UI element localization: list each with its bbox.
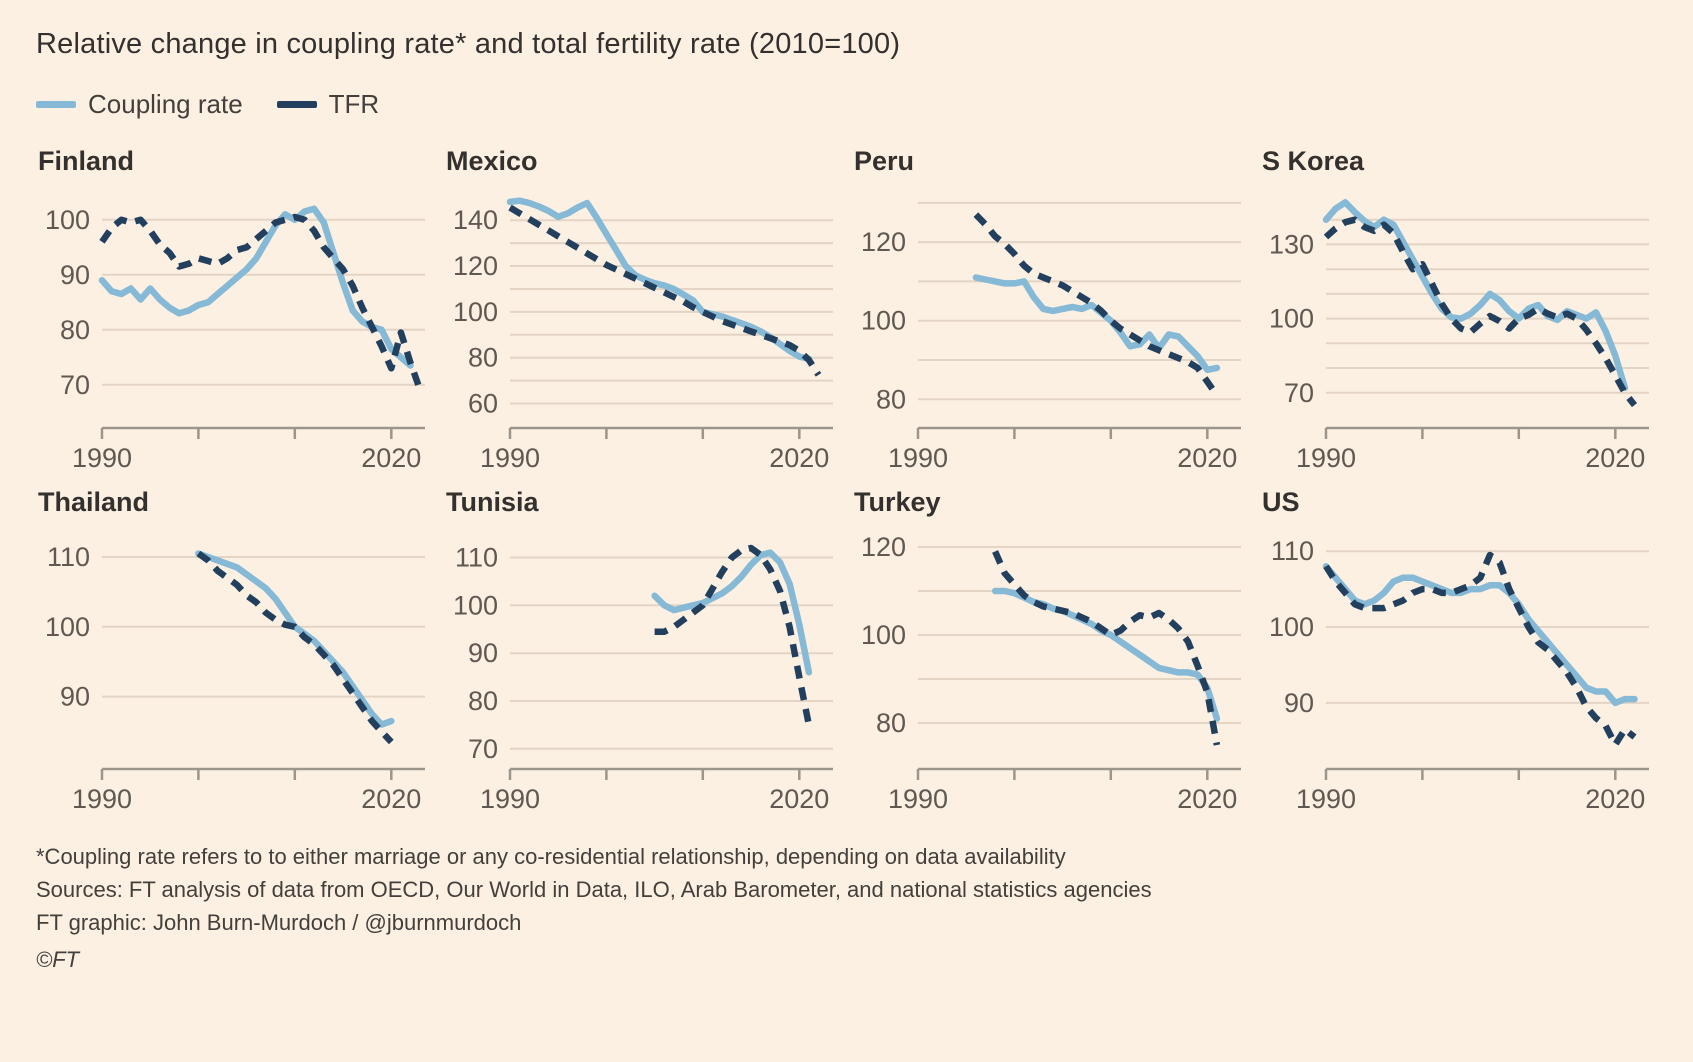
subplot-s-korea: S Korea 70 100 130 1990 2020: [1260, 146, 1656, 473]
y-tick-label: 90: [60, 682, 90, 712]
y-tick-label: 120: [453, 251, 498, 281]
y-tick-label: 100: [861, 306, 906, 336]
tfr-line: [992, 550, 1221, 746]
subplot-finland: Finland 70 80 90 100 1990 2020: [36, 146, 432, 473]
y-tick-label: 120: [861, 532, 906, 562]
tfr-line: [508, 204, 822, 377]
y-tick-label: 100: [1269, 612, 1314, 642]
tfr-line: [973, 212, 1220, 398]
legend-item-coupling: Coupling rate: [36, 89, 243, 120]
subplot-title: S Korea: [1262, 146, 1365, 176]
x-tick-label: 1990: [888, 784, 948, 814]
y-tick-label: 100: [861, 620, 906, 650]
y-tick-label: 70: [60, 370, 90, 400]
x-tick-label: 2020: [1585, 784, 1645, 814]
y-tick-label: 80: [468, 343, 498, 373]
legend-tfr-label: TFR: [328, 89, 380, 119]
y-tick-label: 90: [60, 260, 90, 290]
tfr-line: [654, 544, 813, 726]
chart-canvas: 90 100 110 1990 2020: [45, 542, 425, 814]
y-tick-label: 90: [468, 638, 498, 668]
y-tick-label: 100: [453, 297, 498, 327]
subplot-title: Tunisia: [446, 487, 539, 517]
x-tick-label: 1990: [480, 784, 540, 814]
x-tick-label: 2020: [361, 784, 421, 814]
x-tick-label: 2020: [1177, 443, 1237, 473]
y-tick-label: 70: [468, 734, 498, 764]
chart-canvas: 60 80 100 120 140 1990 2020: [453, 197, 833, 473]
chart-canvas: 70 80 90 100 110 1990 2020: [453, 543, 833, 814]
x-tick-label: 1990: [1296, 443, 1356, 473]
tfr-swatch-icon: [276, 101, 317, 108]
y-tick-label: 110: [455, 543, 498, 573]
subplot-title: Mexico: [446, 146, 538, 176]
subplot-thailand: Thailand 90 100 110 1990 2020: [36, 487, 432, 814]
copyright: ©FT: [36, 947, 80, 972]
subplot-title: Thailand: [38, 487, 150, 517]
subplot-us: US 90 100 110 1990 2020: [1260, 487, 1656, 814]
sources: Sources: FT analysis of data from OECD, …: [36, 877, 1152, 902]
coupling-rate-line: [1322, 563, 1638, 707]
y-tick-label: 70: [1284, 378, 1314, 408]
subplot-title: US: [1262, 487, 1300, 517]
x-tick-label: 2020: [769, 443, 829, 473]
credit: FT graphic: John Burn-Murdoch / @jburnmu…: [36, 910, 522, 935]
coupling-rate-line: [991, 587, 1221, 722]
y-tick-label: 110: [1271, 536, 1314, 566]
x-tick-label: 1990: [1296, 784, 1356, 814]
y-tick-label: 120: [861, 227, 906, 257]
legend-coupling-label: Coupling rate: [88, 89, 243, 119]
y-tick-label: 100: [453, 590, 498, 620]
chart-canvas: 70 100 130 1990 2020: [1269, 199, 1649, 473]
y-tick-label: 100: [1269, 304, 1314, 334]
coupling-rate-line: [506, 197, 813, 363]
x-tick-label: 1990: [480, 443, 540, 473]
charts-grid: Finland 70 80 90 100 1990 2020 Mexico 60 80 100 120…: [36, 146, 1657, 814]
x-tick-label: 2020: [1585, 443, 1645, 473]
page-title: Relative change in coupling rate* and to…: [36, 28, 901, 60]
y-tick-label: 90: [1284, 688, 1314, 718]
subplot-title: Finland: [38, 146, 134, 176]
x-tick-label: 1990: [72, 784, 132, 814]
chart-canvas: 80 100 120 1990 2020: [861, 532, 1241, 814]
chart-canvas: 90 100 110 1990 2020: [1269, 536, 1649, 814]
footnote: *Coupling rate refers to to either marri…: [36, 844, 1066, 869]
y-tick-label: 100: [45, 612, 90, 642]
y-tick-label: 60: [468, 389, 498, 419]
y-tick-label: 100: [45, 205, 90, 235]
x-tick-label: 1990: [72, 443, 132, 473]
y-tick-label: 80: [468, 686, 498, 716]
y-tick-label: 130: [1269, 229, 1314, 259]
subplot-mexico: Mexico 60 80 100 120 140 1990 2020: [444, 146, 840, 473]
subplot-title: Turkey: [854, 487, 941, 517]
tfr-line: [99, 213, 424, 392]
coupling-rate-line: [651, 549, 813, 676]
y-tick-label: 80: [60, 315, 90, 345]
legend-item-tfr: TFR: [276, 89, 380, 120]
tfr-line: [1323, 216, 1638, 408]
chart-canvas: 80 100 120 1990 2020: [861, 201, 1241, 473]
x-tick-label: 2020: [1177, 784, 1237, 814]
y-tick-label: 110: [47, 542, 90, 572]
tfr-line: [196, 550, 394, 745]
tfr-line: [1323, 551, 1637, 748]
y-tick-label: 80: [876, 384, 906, 414]
x-tick-label: 2020: [769, 784, 829, 814]
footer: *Coupling rate refers to to either marri…: [36, 840, 1657, 976]
y-tick-label: 140: [453, 205, 498, 235]
coupling-rate-swatch-icon: [36, 101, 76, 108]
x-tick-label: 1990: [888, 443, 948, 473]
chart-canvas: 70 80 90 100 1990 2020: [45, 205, 425, 473]
coupling-rate-line: [98, 205, 414, 369]
y-tick-label: 80: [876, 708, 906, 738]
coupling-rate-line: [195, 550, 395, 728]
subplot-tunisia: Tunisia 70 80 90 100 110 1990 2020: [444, 487, 840, 814]
subplot-peru: Peru 80 100 120 1990 2020: [852, 146, 1248, 473]
subplot-turkey: Turkey 80 100 120 1990 2020: [852, 487, 1248, 814]
subplot-title: Peru: [854, 146, 915, 176]
x-tick-label: 2020: [361, 443, 421, 473]
legend: Coupling rate TFR: [36, 89, 1657, 120]
